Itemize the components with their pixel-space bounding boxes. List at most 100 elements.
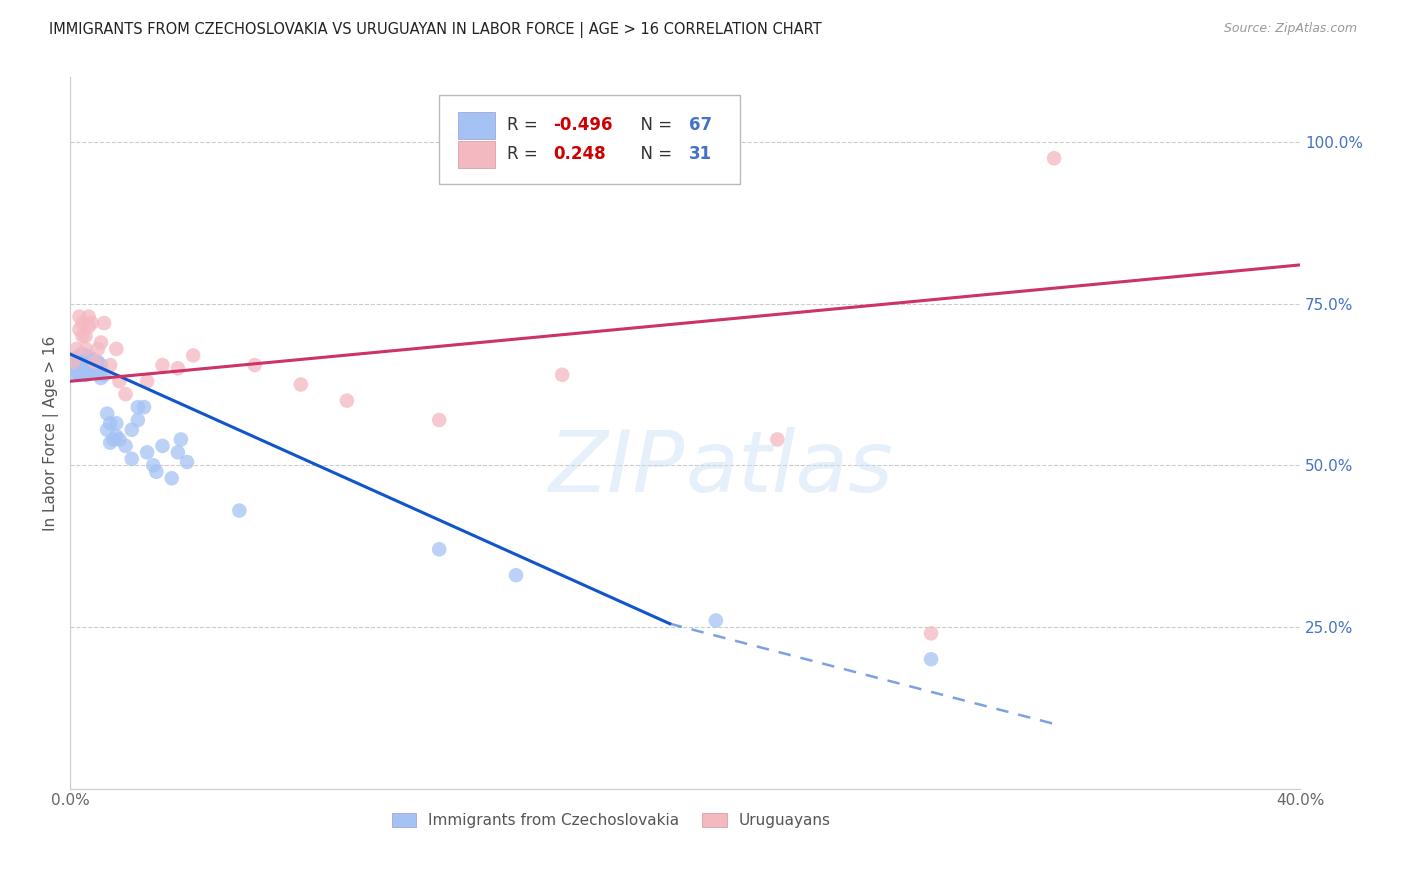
- Point: [62, 355, 84, 369]
- Point: [243, 358, 266, 372]
- Point: [69, 368, 91, 382]
- Point: [166, 361, 188, 376]
- Point: [72, 347, 94, 361]
- Point: [93, 316, 115, 330]
- Point: [72, 367, 94, 381]
- Point: [181, 348, 204, 362]
- Point: [69, 348, 91, 362]
- Point: [90, 358, 112, 372]
- Point: [127, 413, 149, 427]
- Point: [105, 417, 128, 431]
- Point: [75, 348, 97, 362]
- Point: [103, 433, 125, 447]
- Point: [505, 568, 527, 582]
- Point: [427, 413, 450, 427]
- FancyBboxPatch shape: [457, 112, 495, 138]
- Point: [80, 362, 103, 376]
- Point: [77, 319, 100, 334]
- Point: [704, 614, 727, 628]
- Text: N =: N =: [630, 145, 678, 163]
- Text: 31: 31: [689, 145, 711, 163]
- Point: [1043, 151, 1066, 165]
- Point: [72, 361, 94, 376]
- Point: [75, 342, 97, 356]
- Point: [72, 316, 94, 330]
- Point: [83, 355, 105, 369]
- Point: [98, 417, 121, 431]
- Point: [80, 351, 103, 366]
- Point: [69, 322, 91, 336]
- Text: N =: N =: [630, 116, 678, 134]
- Point: [62, 361, 84, 376]
- Point: [69, 358, 91, 372]
- Point: [166, 445, 188, 459]
- Point: [152, 439, 174, 453]
- Point: [77, 350, 100, 364]
- Point: [427, 542, 450, 557]
- FancyBboxPatch shape: [439, 95, 741, 184]
- Point: [69, 355, 91, 369]
- Point: [90, 362, 112, 376]
- Point: [152, 358, 174, 372]
- Point: [87, 365, 110, 379]
- Point: [136, 374, 159, 388]
- Point: [132, 400, 155, 414]
- Point: [160, 471, 183, 485]
- Point: [551, 368, 574, 382]
- Point: [121, 423, 143, 437]
- Text: -0.496: -0.496: [554, 116, 613, 134]
- Point: [920, 652, 942, 666]
- Point: [114, 439, 136, 453]
- Point: [176, 455, 198, 469]
- Point: [77, 310, 100, 324]
- Point: [93, 368, 115, 382]
- Point: [87, 342, 110, 356]
- Point: [77, 355, 100, 369]
- Point: [75, 368, 97, 382]
- Point: [69, 362, 91, 376]
- Point: [136, 445, 159, 459]
- Point: [108, 433, 131, 447]
- Point: [96, 407, 118, 421]
- Point: [75, 358, 97, 372]
- Point: [65, 361, 87, 376]
- Point: [766, 433, 789, 447]
- Point: [83, 353, 105, 368]
- Point: [65, 342, 87, 356]
- Point: [75, 329, 97, 343]
- Legend: Immigrants from Czechoslovakia, Uruguayans: Immigrants from Czechoslovakia, Uruguaya…: [385, 806, 837, 834]
- Point: [87, 355, 110, 369]
- Point: [105, 429, 128, 443]
- Text: R =: R =: [506, 116, 543, 134]
- Point: [121, 451, 143, 466]
- Point: [69, 351, 91, 366]
- Point: [98, 358, 121, 372]
- Point: [69, 310, 91, 324]
- Point: [90, 371, 112, 385]
- Point: [98, 435, 121, 450]
- Text: ZIP: ZIP: [548, 427, 685, 510]
- Point: [96, 423, 118, 437]
- Point: [62, 351, 84, 366]
- Point: [142, 458, 165, 473]
- Point: [75, 362, 97, 376]
- FancyBboxPatch shape: [457, 141, 495, 168]
- Point: [105, 342, 128, 356]
- Y-axis label: In Labor Force | Age > 16: In Labor Force | Age > 16: [44, 335, 59, 531]
- Text: R =: R =: [506, 145, 548, 163]
- Point: [336, 393, 359, 408]
- Text: 67: 67: [689, 116, 711, 134]
- Point: [62, 358, 84, 372]
- Point: [127, 400, 149, 414]
- Point: [170, 433, 193, 447]
- Point: [80, 356, 103, 370]
- Point: [228, 503, 250, 517]
- Point: [72, 356, 94, 370]
- Text: Source: ZipAtlas.com: Source: ZipAtlas.com: [1223, 22, 1357, 36]
- Point: [65, 365, 87, 379]
- Point: [290, 377, 312, 392]
- Point: [80, 316, 103, 330]
- Point: [83, 359, 105, 374]
- Point: [114, 387, 136, 401]
- Point: [65, 368, 87, 382]
